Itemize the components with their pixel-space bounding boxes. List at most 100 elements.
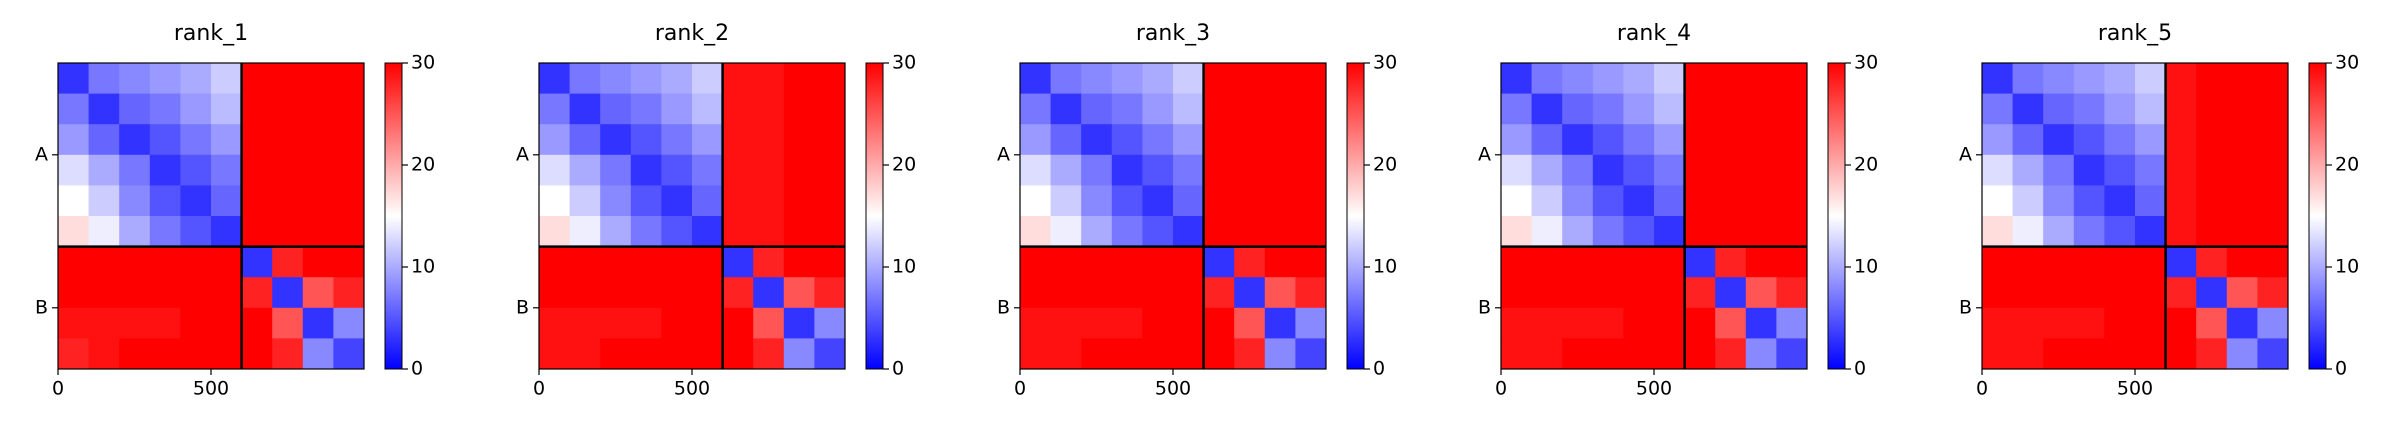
heatmap-cell	[2165, 63, 2197, 95]
heatmap-cell	[119, 154, 151, 186]
heatmap-cell	[1020, 307, 1052, 339]
heatmap-cell	[1982, 246, 2014, 278]
colorbar-tick-label: 20	[1373, 154, 1397, 176]
y-tick-label: B	[1478, 296, 1491, 318]
heatmap-cell	[722, 277, 754, 309]
heatmap-cell	[1776, 307, 1808, 339]
heatmap-cell	[1531, 124, 1563, 156]
heatmap-cell	[753, 246, 785, 278]
heatmap-cell	[1173, 307, 1205, 339]
heatmap-cell	[661, 124, 693, 156]
heatmap-cell	[1234, 216, 1266, 248]
heatmap-cell	[88, 246, 120, 278]
heatmap-cell	[661, 93, 693, 125]
heatmap-cell	[783, 216, 815, 248]
heatmap-cell	[539, 93, 571, 125]
heatmap-cell	[272, 124, 304, 156]
heatmap-cell	[1173, 154, 1205, 186]
heatmap-cell	[1623, 277, 1655, 309]
heatmap-cell	[2135, 93, 2167, 125]
heatmap-cell	[2073, 246, 2105, 278]
heatmap-cell	[569, 154, 601, 186]
y-tick-label: A	[1959, 143, 1972, 165]
heatmap-cell	[180, 185, 212, 217]
heatmap-cell	[814, 185, 846, 217]
heatmap-cell	[569, 124, 601, 156]
heatmap-cell	[1531, 185, 1563, 217]
heatmap-cell	[1173, 216, 1205, 248]
heatmap-cell	[2226, 93, 2258, 125]
heatmap-cell	[1654, 124, 1686, 156]
heatmap-cell	[1776, 93, 1808, 125]
heatmap-cell	[2043, 338, 2075, 370]
heatmap-cell	[722, 216, 754, 248]
heatmap-cell	[1982, 185, 2014, 217]
heatmap-cell	[241, 246, 273, 278]
x-tick-label: 0	[1495, 378, 1507, 400]
heatmap-cell	[211, 216, 243, 248]
heatmap-cell	[333, 338, 365, 370]
heatmap-cell	[569, 277, 601, 309]
heatmap-cell	[1745, 185, 1777, 217]
heatmap-cell	[211, 154, 243, 186]
heatmap-cell	[1020, 93, 1052, 125]
heatmap-cell	[1234, 246, 1266, 278]
heatmap-cell	[1501, 277, 1533, 309]
colorbar-tick-label: 0	[892, 358, 904, 380]
heatmap-cell	[58, 338, 90, 370]
heatmap-cell	[2104, 246, 2136, 278]
heatmap-cell	[149, 124, 181, 156]
x-tick-label: 500	[1155, 378, 1191, 400]
heatmap-cell	[600, 277, 632, 309]
heatmap-cell	[2043, 93, 2075, 125]
heatmap-cell	[1111, 154, 1143, 186]
heatmap-cell	[58, 63, 90, 95]
heatmap-cell	[630, 124, 662, 156]
heatmap-cell	[783, 124, 815, 156]
heatmap-cell	[1081, 63, 1113, 95]
heatmap-cell	[2104, 185, 2136, 217]
heatmap-cell	[1776, 338, 1808, 370]
colorbar-tick-label: 30	[2335, 52, 2359, 74]
heatmap-cell	[1623, 216, 1655, 248]
heatmap-cell	[2073, 185, 2105, 217]
heatmap-cell	[2226, 185, 2258, 217]
colorbar-tick-label: 0	[1373, 358, 1385, 380]
heatmap-cell	[2012, 277, 2044, 309]
heatmap-cell	[302, 154, 334, 186]
heatmap-cell	[1715, 63, 1747, 95]
colorbar-tick-label: 10	[2335, 256, 2359, 278]
heatmap-cell	[1020, 63, 1052, 95]
heatmap-cell	[1264, 63, 1296, 95]
heatmap-cell	[1234, 307, 1266, 339]
x-tick-label: 0	[533, 378, 545, 400]
heatmap-cell	[119, 93, 151, 125]
heatmap-cell	[1745, 154, 1777, 186]
heatmap-cell	[600, 124, 632, 156]
heatmap-cell	[753, 307, 785, 339]
heatmap-cell	[692, 185, 724, 217]
heatmap-cell	[1501, 93, 1533, 125]
colorbar-tick-label: 0	[411, 358, 423, 380]
heatmap-cell	[88, 185, 120, 217]
heatmap-cell	[272, 93, 304, 125]
heatmap-cell	[1562, 154, 1594, 186]
heatmap-cell	[88, 277, 120, 309]
heatmap-cell	[180, 307, 212, 339]
heatmap-cell	[333, 216, 365, 248]
heatmap-cell	[2226, 154, 2258, 186]
heatmap-cell	[1142, 93, 1174, 125]
heatmap-cell	[1264, 338, 1296, 370]
heatmap-cell	[539, 307, 571, 339]
heatmap-cell	[814, 63, 846, 95]
heatmap-cell	[1142, 277, 1174, 309]
heatmap-cell	[1684, 307, 1716, 339]
heatmap-cell	[1050, 246, 1082, 278]
heatmap-cell	[2196, 307, 2228, 339]
heatmap-cell	[149, 185, 181, 217]
heatmap-cell	[88, 124, 120, 156]
heatmap-cell	[88, 307, 120, 339]
heatmap-cell	[600, 63, 632, 95]
heatmap-cell	[2165, 216, 2197, 248]
heatmap-cell	[2104, 338, 2136, 370]
